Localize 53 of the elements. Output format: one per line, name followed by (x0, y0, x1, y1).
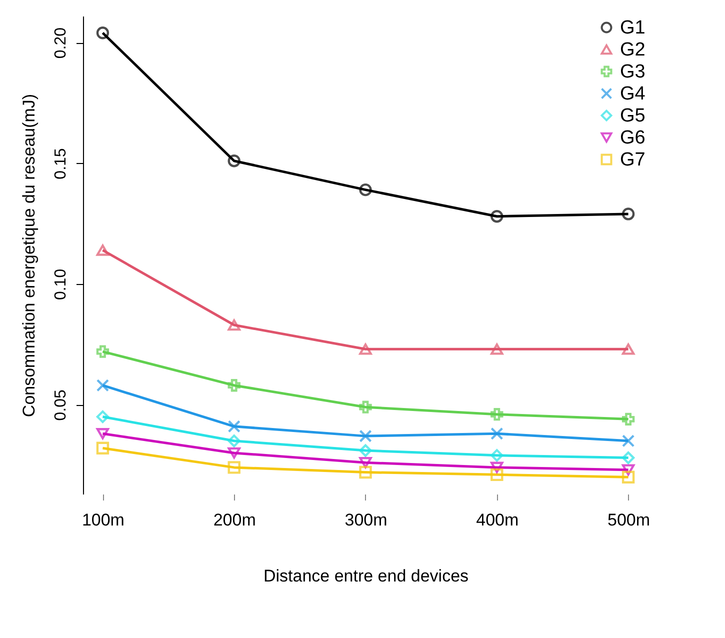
point (359, 466, 372, 479)
point (359, 400, 372, 414)
y-axis-title: Consommation energetique du reseau(mJ) (20, 94, 38, 418)
x-tick-label: 500m (608, 510, 650, 530)
point (359, 344, 372, 355)
y-tick-label: 0.20 (52, 27, 70, 59)
point (96, 244, 110, 256)
legend-label: G6 (620, 128, 646, 148)
point (228, 461, 240, 474)
point (228, 434, 240, 448)
x-tick-label: 400m (476, 510, 519, 530)
legend-label: G1 (620, 18, 646, 38)
point (490, 462, 504, 474)
point (96, 442, 110, 454)
y-tick-label: 0.05 (52, 390, 70, 421)
point (622, 412, 635, 426)
point (359, 430, 372, 442)
x-tick-label: 100m (82, 510, 124, 530)
x-tick-label: 300m (344, 510, 388, 530)
point (228, 420, 240, 433)
legend-label: G7 (620, 150, 646, 170)
point (96, 26, 110, 40)
point (490, 468, 504, 482)
point (359, 456, 372, 468)
x-tick-label: 200m (213, 510, 256, 530)
legend-label: G5 (620, 106, 646, 126)
point (96, 428, 110, 440)
legend-label: G2 (620, 40, 646, 60)
point (96, 379, 110, 392)
y-tick-label: 0.15 (52, 148, 70, 180)
legend-label: G4 (620, 84, 646, 104)
point (490, 210, 504, 223)
point (228, 319, 240, 331)
point (490, 449, 504, 462)
point (622, 344, 635, 355)
point (622, 208, 635, 220)
point (359, 444, 372, 457)
point (96, 345, 110, 358)
point (622, 470, 635, 484)
point (359, 183, 372, 196)
point (490, 427, 504, 440)
legend-label: G3 (620, 62, 646, 82)
point (96, 410, 110, 424)
point (622, 464, 635, 476)
point (622, 451, 635, 464)
y-tick-label: 0.10 (52, 268, 70, 300)
x-axis-title: Distance entre end devices (263, 566, 469, 586)
point (622, 434, 635, 448)
point (228, 447, 240, 459)
point (228, 379, 240, 392)
point (490, 408, 504, 421)
point (228, 154, 240, 168)
point (490, 344, 504, 355)
